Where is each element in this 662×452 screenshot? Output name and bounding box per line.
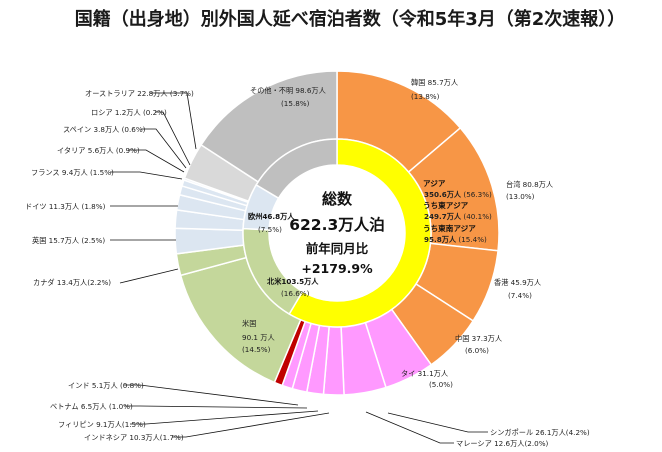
- center-yoy-value: +2179.9%: [301, 261, 373, 276]
- label-europe-line1: 欧州46.8万人: [248, 212, 295, 221]
- label-asia-name: アジア: [423, 179, 446, 188]
- center-yoy-label: 前年同月比: [306, 241, 369, 256]
- leader-vietnam: [124, 405, 308, 409]
- label-east-asia-pct: (40.1%): [463, 212, 492, 221]
- label-other-line2: (15.8%): [281, 99, 310, 108]
- label-southeast-asia-value-num: 95.8万人: [424, 235, 457, 244]
- center-summary: 総数 622.3万人泊 前年同月比 +2179.9%: [289, 190, 385, 276]
- label-australia: オーストラリア 22.8万人 (3.7%): [85, 89, 194, 98]
- leader-indonesia: [172, 412, 330, 438]
- chart-title: 国籍（出身地）別外国人延べ宿泊者数（令和5年3月（第2次速報））: [75, 8, 626, 30]
- outer-labels: 韓国 85.7万人 (13.8%) 台湾 80.8万人 (13.0%) 香港 4…: [242, 78, 553, 389]
- leader-australia: [150, 92, 197, 150]
- leader-canada: [119, 268, 179, 284]
- label-usa-line2: 90.1 万人: [242, 333, 275, 342]
- label-korea-line1: 韓国 85.7万人: [411, 78, 458, 87]
- leader-philippines: [130, 410, 319, 425]
- label-malaysia: マレーシア 12.6万人(2.0%): [456, 439, 549, 448]
- label-thai-line1: タイ 31.1万人: [401, 369, 448, 378]
- label-indonesia: インドネシア 10.3万人(1.7%): [84, 433, 184, 442]
- label-southeast-asia-name: うち東南アジア: [423, 223, 476, 233]
- label-canada: カナダ 13.4万人(2.2%): [33, 278, 111, 287]
- label-hongkong-line2: (7.4%): [508, 291, 532, 300]
- leader-russia: [155, 111, 191, 166]
- label-namerica-line1: 北米103.5万人: [267, 277, 319, 286]
- label-usa-line3: (14.5%): [242, 345, 271, 354]
- leader-malaysia: [365, 411, 454, 444]
- label-other-line1: その他・不明 98.6万人: [250, 86, 326, 95]
- leader-spain: [141, 128, 187, 169]
- external-labels: オーストラリア 22.8万人 (3.7%) ロシア 1.2万人 (0.2%) ス…: [25, 89, 590, 448]
- label-asia-pct: (56.3%): [463, 190, 492, 199]
- label-east-asia-value-num: 249.7万人: [424, 212, 462, 221]
- label-philippines: フィリピン 9.1万人(1.5%): [58, 420, 146, 429]
- leader-singapore: [387, 412, 488, 433]
- label-hongkong-line1: 香港 45.9万人: [494, 278, 541, 287]
- center-total-value: 622.3万人泊: [289, 215, 385, 234]
- outer-ring: [174, 70, 500, 396]
- leader-france: [110, 171, 183, 180]
- inner-ring: [242, 138, 432, 328]
- label-china-line1: 中国 37.3万人: [455, 334, 502, 343]
- label-asia-value: 350.6万人 (56.3%): [424, 190, 492, 199]
- label-usa-line1: 米国: [242, 319, 256, 328]
- label-singapore: シンガポール 26.1万人(4.2%): [490, 428, 590, 437]
- label-southeast-asia-value: 95.8万人 (15.4%): [424, 235, 487, 244]
- inner-labels: 欧州46.8万人 (7.5%) 北米103.5万人 (16.6%) アジア 35…: [248, 179, 492, 298]
- leader-india: [124, 384, 299, 406]
- label-vietnam: ベトナム 6.5万人 (1.0%): [50, 402, 133, 411]
- label-taiwan-line1: 台湾 80.8万人: [506, 180, 553, 189]
- label-germany: ドイツ 11.3万人 (1.8%): [25, 202, 106, 211]
- leader-lines: [110, 92, 488, 444]
- center-total-label: 総数: [322, 190, 353, 208]
- label-east-asia-name: うち東アジア: [423, 200, 469, 210]
- label-korea-line2: (13.8%): [411, 92, 440, 101]
- label-southeast-asia-pct: (15.4%): [458, 235, 487, 244]
- label-italy: イタリア 5.6万人 (0.9%): [57, 146, 140, 155]
- label-india: インド 5.1万人 (0.8%): [68, 381, 144, 390]
- label-france: フランス 9.4万人 (1.5%): [31, 168, 114, 177]
- label-asia-value-num: 350.6万人: [424, 190, 462, 199]
- label-namerica-line2: (16.6%): [281, 289, 310, 298]
- label-taiwan-line2: (13.0%): [506, 192, 535, 201]
- label-russia: ロシア 1.2万人 (0.2%): [91, 108, 167, 117]
- center-hole: [268, 164, 406, 302]
- leader-italy: [128, 149, 185, 173]
- label-europe-line2: (7.5%): [258, 225, 282, 234]
- label-china-line2: (6.0%): [465, 346, 489, 355]
- label-thai-line2: (5.0%): [429, 380, 453, 389]
- label-uk: 英国 15.7万人 (2.5%): [32, 236, 105, 245]
- label-spain: スペイン 3.8万人 (0.6%): [63, 125, 146, 134]
- label-east-asia-value: 249.7万人 (40.1%): [424, 212, 492, 221]
